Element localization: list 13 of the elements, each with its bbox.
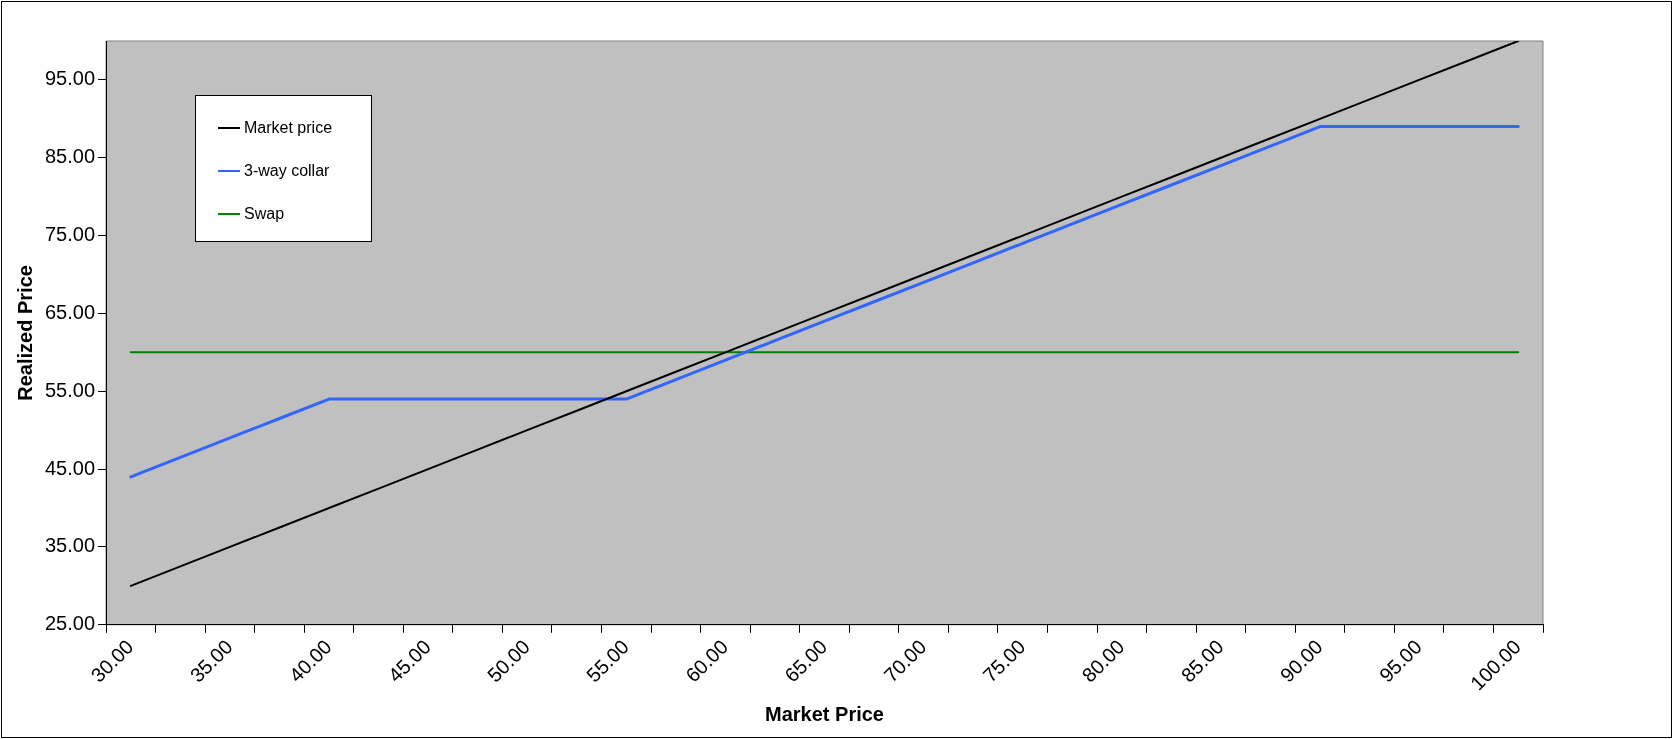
legend-label: 3-way collar	[244, 161, 330, 180]
x-axis-title: Market Price	[765, 702, 885, 725]
y-axis-title: Realized Price	[13, 265, 36, 401]
legend-label: Market price	[244, 118, 333, 137]
legend-label: Swap	[244, 204, 285, 223]
y-tick-label: 85.00	[44, 145, 96, 168]
y-tick-label: 45.00	[44, 456, 96, 479]
y-tick-label: 75.00	[44, 223, 96, 246]
y-tick-label: 25.00	[44, 612, 96, 635]
y-tick-label: 35.00	[44, 534, 96, 557]
y-tick-label: 95.00	[44, 67, 96, 90]
y-tick-label: 65.00	[44, 300, 96, 323]
y-tick-label: 55.00	[44, 378, 96, 401]
